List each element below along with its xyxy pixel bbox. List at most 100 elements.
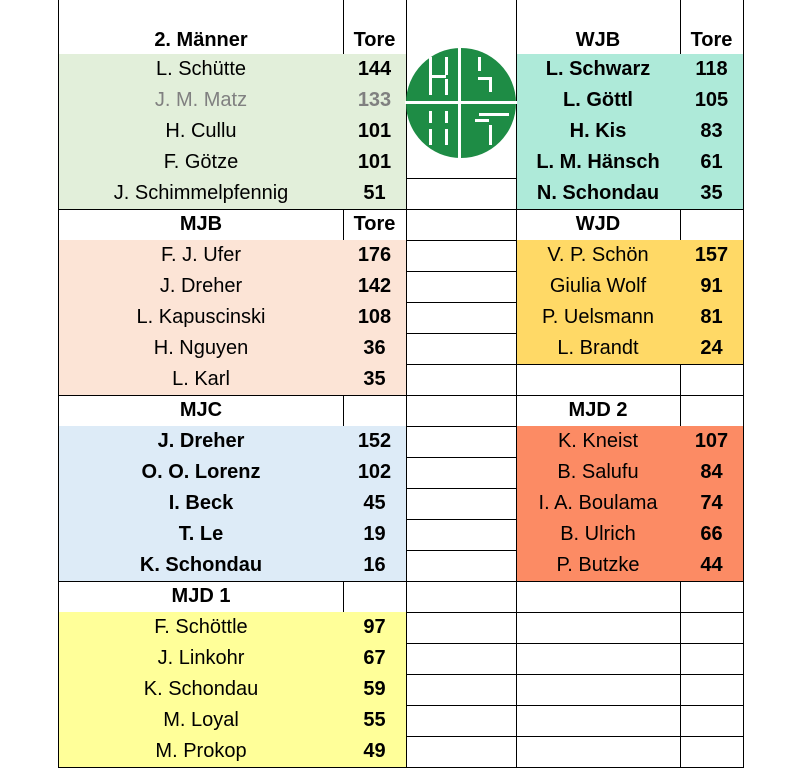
player-goals: 19 — [343, 519, 407, 551]
empty-cell — [680, 705, 744, 737]
player-goals: 35 — [343, 364, 407, 396]
empty-cell — [406, 674, 517, 706]
player-goals: 108 — [343, 302, 407, 334]
empty-cell — [406, 612, 517, 644]
player-goals: 66 — [680, 519, 744, 551]
goals-header — [680, 364, 744, 396]
empty-cell — [406, 426, 517, 458]
player-goals: 102 — [343, 457, 407, 489]
player-goals: 35 — [680, 178, 744, 210]
empty-cell — [406, 395, 517, 427]
club-logo — [405, 47, 517, 159]
player-name: J. M. Matz — [58, 85, 344, 117]
player-goals: 107 — [680, 426, 744, 458]
player-name: L. Schwarz — [516, 54, 681, 86]
player-name: B. Ulrich — [516, 519, 681, 551]
goals-header — [680, 209, 744, 241]
empty-cell — [406, 581, 517, 613]
player-name: J. Schimmelpfennig — [58, 178, 344, 210]
empty-cell — [406, 209, 517, 241]
player-name: H. Cullu — [58, 116, 344, 148]
player-name: N. Schondau — [516, 178, 681, 210]
player-goals: 55 — [343, 705, 407, 737]
player-goals: 51 — [343, 178, 407, 210]
goals-header: Tore — [680, 0, 744, 55]
player-name: K. Schondau — [58, 550, 344, 582]
player-goals: 49 — [343, 736, 407, 768]
player-goals: 118 — [680, 54, 744, 86]
empty-cell — [516, 674, 681, 706]
player-goals: 16 — [343, 550, 407, 582]
player-name: M. Loyal — [58, 705, 344, 737]
player-goals: 91 — [680, 271, 744, 303]
player-name: K. Kneist — [516, 426, 681, 458]
empty-cell — [516, 705, 681, 737]
section-title: MJC — [58, 395, 344, 427]
section-title: WJB — [516, 0, 681, 55]
player-name: O. O. Lorenz — [58, 457, 344, 489]
empty-cell — [516, 643, 681, 675]
goals-header: Tore — [343, 209, 407, 241]
player-goals: 176 — [343, 240, 407, 272]
player-goals: 74 — [680, 488, 744, 520]
empty-cell — [680, 612, 744, 644]
player-name: I. Beck — [58, 488, 344, 520]
player-goals: 142 — [343, 271, 407, 303]
goals-header: Tore — [343, 0, 407, 55]
player-name: J. Dreher — [58, 271, 344, 303]
player-name: F. Schöttle — [58, 612, 344, 644]
player-goals: 24 — [680, 333, 744, 365]
section-title: WJD — [516, 209, 681, 241]
empty-cell — [680, 643, 744, 675]
player-name: L. Göttl — [516, 85, 681, 117]
section-title — [516, 364, 681, 396]
player-goals: 44 — [680, 550, 744, 582]
player-name: J. Dreher — [58, 426, 344, 458]
logo-cell — [406, 0, 517, 55]
empty-cell — [516, 736, 681, 768]
logo-cell — [406, 54, 517, 179]
empty-cell — [406, 736, 517, 768]
player-goals: 61 — [680, 147, 744, 179]
player-name: B. Salufu — [516, 457, 681, 489]
player-name: V. P. Schön — [516, 240, 681, 272]
player-name: L. Brandt — [516, 333, 681, 365]
player-goals: 144 — [343, 54, 407, 86]
player-goals: 101 — [343, 116, 407, 148]
player-name: P. Uelsmann — [516, 302, 681, 334]
player-goals: 81 — [680, 302, 744, 334]
player-goals: 45 — [343, 488, 407, 520]
player-name: K. Schondau — [58, 674, 344, 706]
empty-cell — [516, 581, 681, 613]
empty-cell — [516, 612, 681, 644]
empty-cell — [406, 364, 517, 396]
empty-cell — [680, 736, 744, 768]
section-title: MJD 1 — [58, 581, 344, 613]
player-name: F. J. Ufer — [58, 240, 344, 272]
player-goals: 101 — [343, 147, 407, 179]
empty-cell — [406, 519, 517, 551]
empty-cell — [680, 581, 744, 613]
player-name: P. Butzke — [516, 550, 681, 582]
player-name: L. Karl — [58, 364, 344, 396]
empty-cell — [406, 240, 517, 272]
player-name: T. Le — [58, 519, 344, 551]
empty-cell — [406, 643, 517, 675]
player-goals: 97 — [343, 612, 407, 644]
player-goals: 83 — [680, 116, 744, 148]
player-goals: 152 — [343, 426, 407, 458]
empty-cell — [406, 705, 517, 737]
player-goals: 59 — [343, 674, 407, 706]
player-goals: 36 — [343, 333, 407, 365]
player-name: Giulia Wolf — [516, 271, 681, 303]
empty-cell — [406, 271, 517, 303]
empty-cell — [406, 178, 517, 210]
section-title: MJD 2 — [516, 395, 681, 427]
empty-cell — [680, 674, 744, 706]
player-name: H. Nguyen — [58, 333, 344, 365]
empty-cell — [406, 333, 517, 365]
player-name: M. Prokop — [58, 736, 344, 768]
player-goals: 133 — [343, 85, 407, 117]
player-goals: 157 — [680, 240, 744, 272]
